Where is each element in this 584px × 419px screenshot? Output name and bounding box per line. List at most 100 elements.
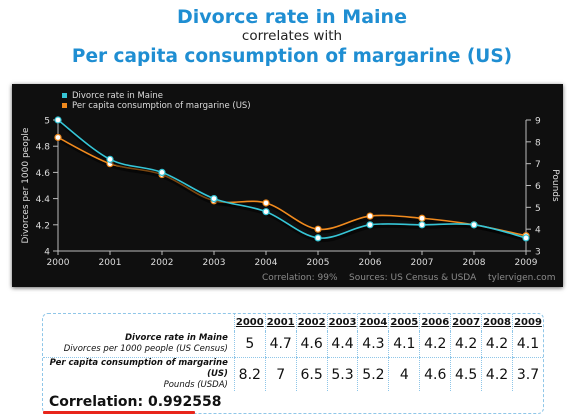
data-table-panel: 2000 2001 2002 2003 2004 2005 2006 2007 … <box>42 313 544 414</box>
y-right-axis-label: Pounds <box>550 169 560 202</box>
chart-connector: correlates with <box>241 28 343 44</box>
table-cell: 4.7 <box>264 331 297 358</box>
series-shadow-divorce <box>57 120 528 243</box>
table-cell: 8.2 <box>233 357 266 391</box>
data-point-divorce <box>366 221 374 229</box>
table-header-year: 2005 <box>388 314 420 331</box>
legend-swatch-margarine <box>62 103 67 108</box>
y-left-tick-label: 4.2 <box>36 221 50 231</box>
footer-site: tylervigen.com <box>488 273 555 283</box>
table-cell: 4.5 <box>450 357 482 391</box>
data-point-margarine <box>54 133 62 142</box>
data-point-divorce <box>470 221 478 229</box>
series-line-divorce <box>57 119 527 239</box>
table-cell: 5 <box>233 331 266 358</box>
x-tick-label: 2009 <box>515 258 538 268</box>
table-cell: 4.2 <box>481 331 513 358</box>
table-cell: 4.2 <box>419 331 451 358</box>
data-point-divorce <box>54 116 62 124</box>
data-point-divorce <box>210 194 218 203</box>
table-header-row: 2000 2001 2002 2003 2004 2005 2006 2007 … <box>43 314 543 331</box>
x-tick-label: 2003 <box>203 258 226 268</box>
chart-subtitle: Per capita consumption of margarine (US) <box>71 46 513 67</box>
table-cell: 6.5 <box>295 357 328 391</box>
table-header-year: 2006 <box>419 314 451 331</box>
row-label: Per capita consumption of margarine (US)… <box>43 358 234 392</box>
data-point-divorce <box>106 155 114 163</box>
chart-title: Divorce rate in Maine <box>177 6 407 28</box>
table-cell: 4.6 <box>295 331 328 358</box>
table-header-year: 2002 <box>295 314 328 331</box>
y-right-tick-label: 5 <box>535 204 541 214</box>
table-cell: 7 <box>264 357 297 391</box>
x-tick-label: 2007 <box>411 258 434 268</box>
chart-svg: 4 4.2 4.4 4.6 4.8 5 3 4 5 6 7 8 9 2000 2001 2002 2003 200… <box>21 91 560 283</box>
table-cell: 3.7 <box>512 357 543 391</box>
table-cell: 4.2 <box>481 357 513 391</box>
table-cell: 4.2 <box>450 331 482 358</box>
correlation-value: Correlation: 0.992558 <box>49 394 222 410</box>
x-tick-label: 2008 <box>463 258 486 268</box>
data-point-divorce <box>314 234 322 242</box>
table-cell: 5.2 <box>357 357 389 391</box>
table-header-year: 2001 <box>264 314 297 331</box>
y-right-tick-label: 4 <box>535 226 541 236</box>
y-left-tick-label: 5 <box>44 117 50 127</box>
data-point-margarine <box>262 199 270 207</box>
table-header-year: 2003 <box>326 314 358 331</box>
data-point-margarine <box>314 225 322 233</box>
table-header-year: 2007 <box>450 314 482 331</box>
correlation-underline <box>43 411 195 414</box>
table-cell: 4.3 <box>357 331 389 358</box>
table-row: Per capita consumption of margarine (US)… <box>43 357 543 392</box>
legend-label-margarine: Per capita consumption of margarine (US) <box>72 101 251 111</box>
x-tick-label: 2001 <box>99 258 122 268</box>
table-cell: 4 <box>388 357 420 391</box>
table-cell: 4.1 <box>388 331 420 358</box>
table-header-blank <box>43 314 234 331</box>
footer-correlation: Correlation: 99% <box>262 273 338 283</box>
row-label: Divorce rate in Maine Divorces per 1000 … <box>43 331 235 358</box>
y-left-tick-label: 4.4 <box>36 195 51 205</box>
legend-swatch-divorce <box>62 93 67 98</box>
x-tick-label: 2004 <box>255 258 278 268</box>
table-cell: 4.6 <box>419 357 451 391</box>
data-table: 2000 2001 2002 2003 2004 2005 2006 2007 … <box>43 314 543 391</box>
legend-label-divorce: Divorce rate in Maine <box>72 91 163 101</box>
series-line-margarine <box>57 136 527 237</box>
y-right-tick-label: 6 <box>535 182 541 192</box>
table-header-year: 2004 <box>357 314 389 331</box>
row-label-title: Divorce rate in Maine <box>124 333 228 343</box>
y-left-tick-label: 4 <box>44 248 50 258</box>
y-right-tick-label: 7 <box>535 160 541 170</box>
title-block: Divorce rate in Maine correlates with Pe… <box>0 0 584 68</box>
table-cell: 4.1 <box>512 331 543 358</box>
data-point-divorce <box>262 208 270 216</box>
x-tick-label: 2005 <box>307 258 330 268</box>
table-row: Divorce rate in Maine Divorces per 1000 … <box>43 331 543 358</box>
footer-sources: Sources: US Census & USDA <box>349 273 477 283</box>
x-tick-label: 2002 <box>151 258 174 268</box>
series-shadow-margarine <box>58 137 528 240</box>
y-right-tick-label: 9 <box>535 117 541 127</box>
x-tick-label: 2006 <box>359 258 382 268</box>
row-label-units: Divorces per 1000 people (US Census) <box>63 344 228 354</box>
table-cell: 4.4 <box>326 331 358 358</box>
chart-panel: 4 4.2 4.4 4.6 4.8 5 3 4 5 6 7 8 9 2000 2001 2002 2003 200… <box>12 84 563 287</box>
table-header-year: 2009 <box>512 314 543 331</box>
y-left-axis-label: Divorces per 1000 people <box>21 127 31 243</box>
table-header-year: 2008 <box>481 314 513 331</box>
y-right-tick-label: 8 <box>535 138 541 148</box>
y-left-tick-label: 4.6 <box>36 169 51 179</box>
data-point-margarine <box>366 212 374 220</box>
table-header-year: 2000 <box>233 314 266 331</box>
data-point-divorce <box>522 234 530 242</box>
row-label-units: Pounds (USDA) <box>163 380 228 390</box>
x-tick-label: 2000 <box>47 258 70 268</box>
y-right-tick-label: 3 <box>535 248 541 258</box>
y-left-tick-label: 4.8 <box>36 143 51 153</box>
row-label-title: Per capita consumption of margarine (US) <box>49 358 228 379</box>
data-point-margarine <box>418 214 426 222</box>
data-point-divorce <box>158 168 166 177</box>
data-point-divorce <box>418 221 426 229</box>
